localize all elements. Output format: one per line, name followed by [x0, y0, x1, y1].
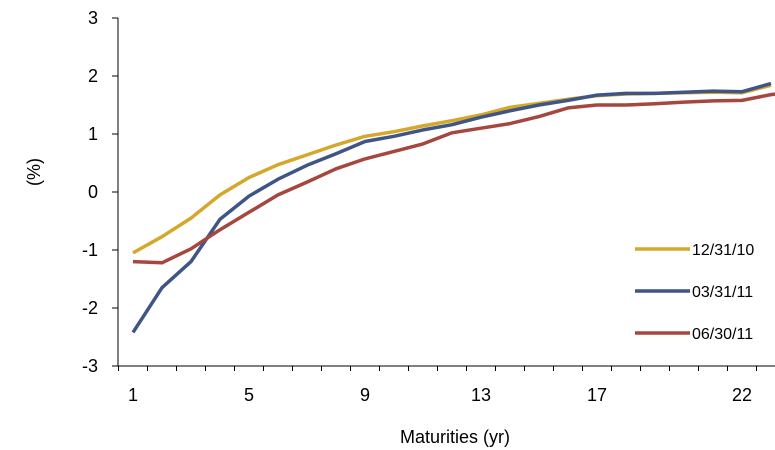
- x-tick-label: 1: [128, 385, 138, 405]
- x-axis-ticks: 1 5 9 13 17 22: [118, 366, 757, 405]
- x-axis-title: Maturities (yr): [400, 427, 510, 447]
- y-tick-label: 3: [88, 8, 98, 28]
- y-tick-label: 1: [88, 124, 98, 144]
- x-tick-label: 13: [471, 385, 491, 405]
- series-line-1: [132, 83, 772, 255]
- y-tick-label: -3: [82, 356, 98, 376]
- y-tick-label: -2: [82, 298, 98, 318]
- y-tick-label: 2: [88, 66, 98, 86]
- x-tick-label: 5: [244, 385, 254, 405]
- y-tick-label: -1: [82, 240, 98, 260]
- x-tick-label: 9: [360, 385, 370, 405]
- y-axis-title: (%): [24, 158, 44, 186]
- y-tick-label: 0: [88, 182, 98, 202]
- legend-label: 03/31/11: [692, 284, 753, 301]
- x-tick-label: 22: [732, 385, 752, 405]
- legend-label: 06/30/11: [692, 326, 753, 343]
- series-lines: [131, 81, 775, 334]
- legend: 12/31/10 03/31/11 06/30/11: [635, 242, 754, 343]
- y-axis-ticks: 3 2 1 0 -1 -2 -3: [82, 8, 118, 376]
- legend-label: 12/31/10: [692, 242, 754, 259]
- series-line-2: [131, 81, 772, 334]
- x-tick-label: 17: [587, 385, 607, 405]
- series-line-3: [132, 92, 775, 265]
